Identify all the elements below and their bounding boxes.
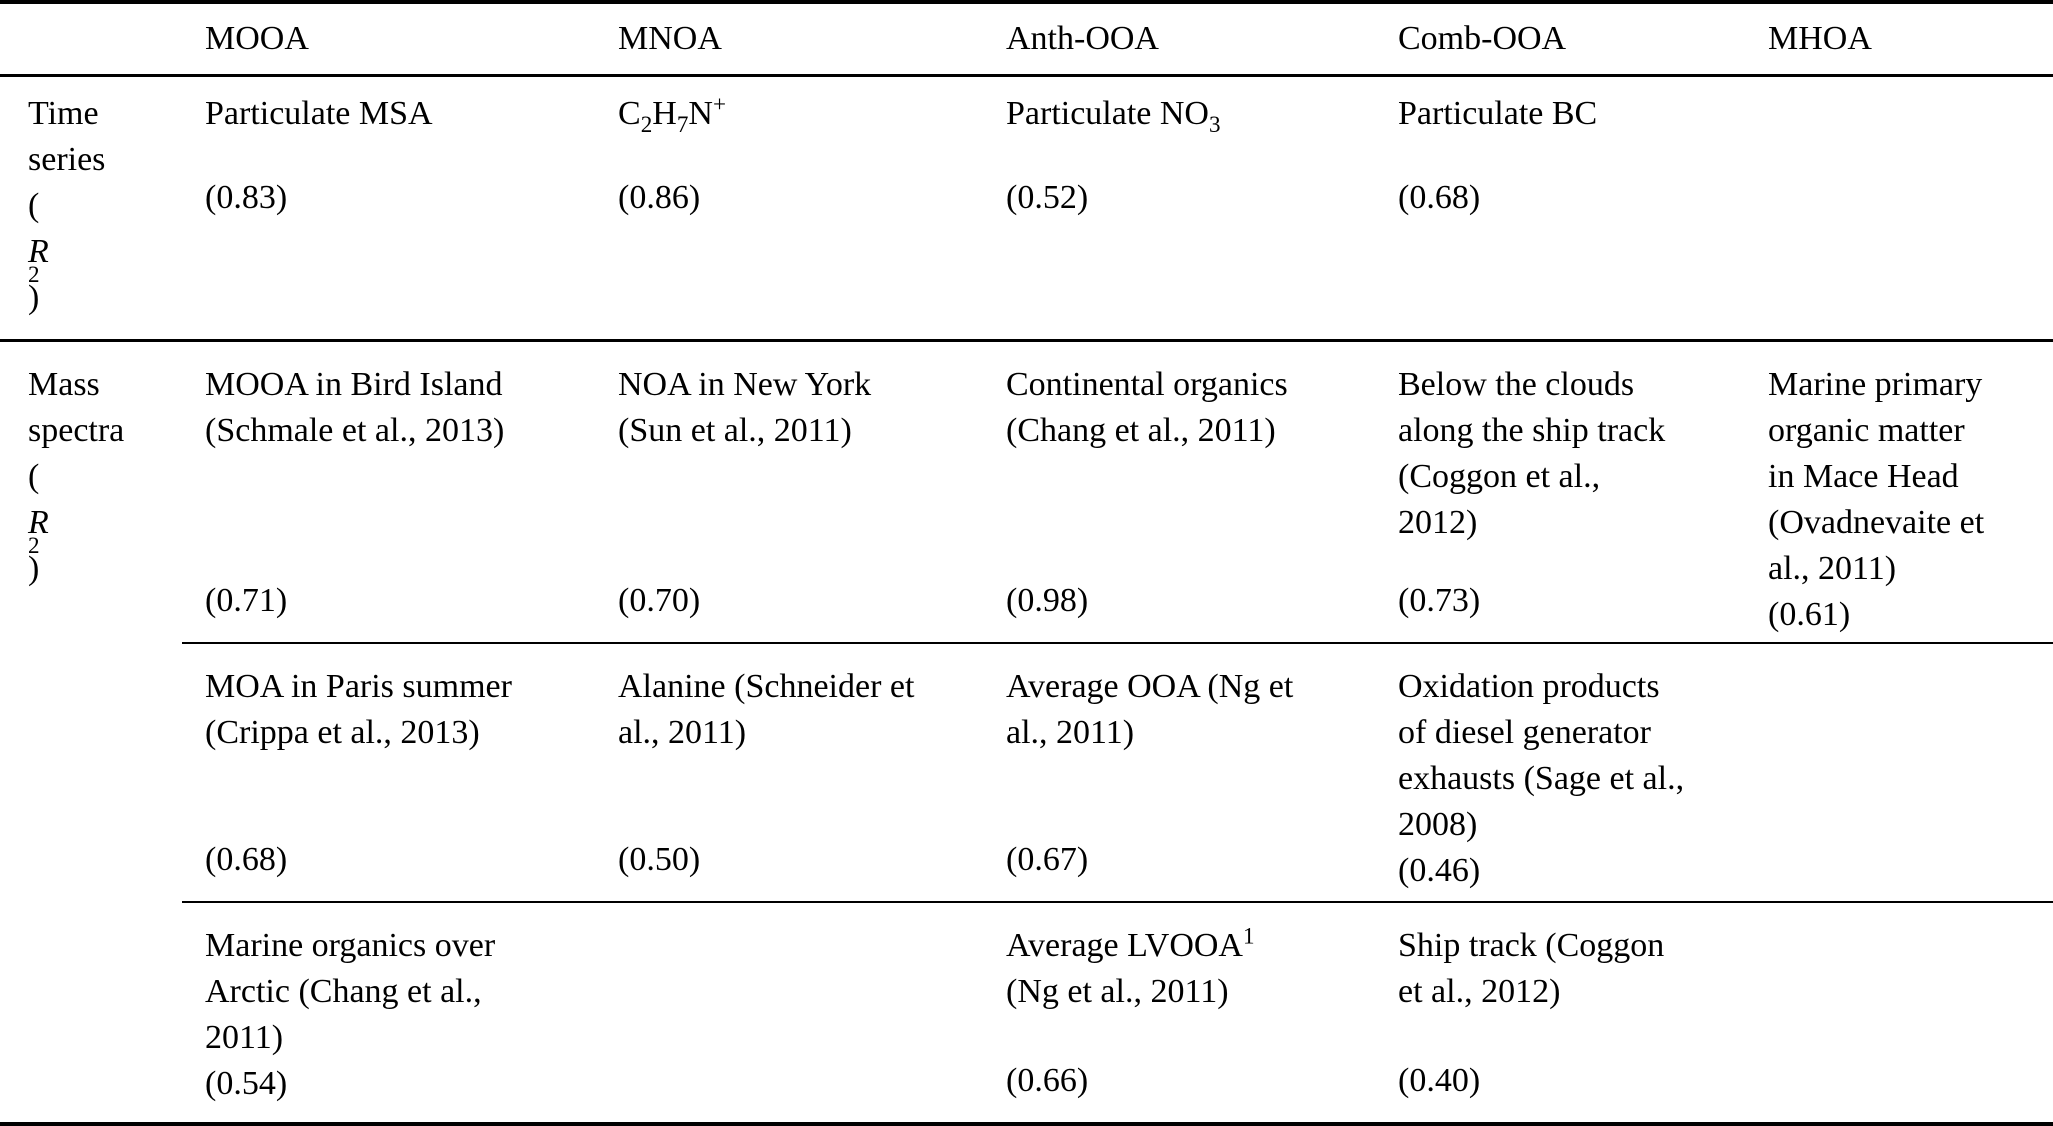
column-header-label: Anth-OOA	[1006, 20, 1159, 57]
cell-r2-value: (0.83)	[205, 179, 288, 216]
table-cell-ms2-anth-ooa: Average OOA (Ng et al., 2011) (0.67)	[983, 642, 1375, 902]
cell-r2-value: (0.71)	[205, 582, 288, 619]
table-cell-ms2-comb-ooa: Oxidation products of diesel generator e…	[1375, 642, 1745, 902]
cell-reference-name: MOA in Paris summer (Crippa et al., 2013…	[205, 668, 512, 751]
cell-r2-value: (0.50)	[618, 841, 701, 878]
table-cell-ms1-anth-ooa: Continental organics (Chang et al., 2011…	[983, 341, 1375, 644]
table-cell-ms3-mnoa	[595, 901, 983, 1124]
row-label-time-series: Time series (R 2)	[28, 95, 106, 316]
row-label-mass-spectra: Mass spectra (R 2)	[28, 366, 125, 587]
header-row: MOOA MNOA Anth-OOA Comb-OOA MHOA	[0, 2, 2053, 77]
cell-reference-name: Oxidation products of diesel generator e…	[1398, 668, 1685, 843]
cell-reference-name: Ship track (Coggon et al., 2012)	[1398, 927, 1665, 1010]
table-cell-ms3-anth-ooa: Average LVOOA1 (Ng et al., 2011) (0.66)	[983, 901, 1375, 1124]
table-cell-time-series-mhoa	[1745, 75, 2053, 342]
column-header-mnoa: MNOA	[595, 2, 983, 77]
table-cell-ms2-mnoa: Alanine (Schneider et al., 2011) (0.50)	[595, 642, 983, 902]
cell-r2-value: (0.68)	[205, 841, 288, 878]
table-cell-ms3-mooa: Marine organics over Arctic (Chang et al…	[182, 901, 595, 1124]
cell-tracer-name: Particulate NO3	[1006, 95, 1221, 138]
table-cell-time-series-mnoa: C2H7N+ (0.86)	[595, 75, 983, 342]
cell-tracer-name: Particulate MSA	[205, 95, 433, 132]
cell-r2-value: (0.98)	[1006, 582, 1089, 619]
column-header-comb-ooa: Comb-OOA	[1375, 2, 1745, 77]
cell-reference-name: Marine primary organic matter in Mace He…	[1768, 366, 1985, 587]
table-cell-time-series-anth-ooa: Particulate NO3 (0.52)	[983, 75, 1375, 342]
cell-reference-name: NOA in New York (Sun et al., 2011)	[618, 366, 872, 449]
table-cell-time-series-mooa: Particulate MSA (0.83)	[182, 75, 595, 342]
table-cell-ms3-comb-ooa: Ship track (Coggon et al., 2012) (0.40)	[1375, 901, 1745, 1124]
cell-tracer-name: C2H7N+	[618, 91, 726, 138]
column-header-label: Comb-OOA	[1398, 20, 1567, 57]
table-cell-ms1-comb-ooa: Below the clouds along the ship track (C…	[1375, 341, 1745, 644]
table-cell-ms2-mhoa	[1745, 642, 2053, 902]
column-header-label: MHOA	[1768, 20, 1872, 57]
cell-r2-value: (0.68)	[1398, 179, 1481, 216]
mass-spectra-row-1: Mass spectra (R 2) MOOA in Bird Island (S…	[0, 341, 2053, 644]
table-cell-ms2-mooa: MOA in Paris summer (Crippa et al., 2013…	[182, 642, 595, 902]
cell-r2-value: (0.73)	[1398, 582, 1481, 619]
cell-r2-value: (0.52)	[1006, 179, 1089, 216]
cell-r2-value: (0.54)	[205, 1065, 288, 1102]
mass-spectra-row-3: Marine organics over Arctic (Chang et al…	[0, 901, 2053, 1124]
cell-reference-name: Continental organics (Chang et al., 2011…	[1006, 366, 1288, 449]
cell-r2-value: (0.66)	[1006, 1062, 1089, 1099]
cell-reference-name: Below the clouds along the ship track (C…	[1398, 366, 1666, 541]
column-header-anth-ooa: Anth-OOA	[983, 2, 1375, 77]
cell-tracer-name: Particulate BC	[1398, 95, 1598, 132]
column-header-empty	[0, 2, 182, 77]
table-cell-ms3-mhoa	[1745, 901, 2053, 1124]
cell-reference-name: Marine organics over Arctic (Chang et al…	[205, 927, 496, 1056]
table-cell-ms1-mnoa: NOA in New York (Sun et al., 2011) (0.70…	[595, 341, 983, 644]
row-label-time-series-cell: Time series (R 2)	[0, 75, 182, 342]
cell-reference-name: Alanine (Schneider et al., 2011)	[618, 668, 915, 751]
table-cell-time-series-comb-ooa: Particulate BC (0.68)	[1375, 75, 1745, 342]
cell-r2-value: (0.70)	[618, 582, 701, 619]
mass-spectra-row-2: MOA in Paris summer (Crippa et al., 2013…	[0, 642, 2053, 902]
cell-r2-value: (0.46)	[1398, 852, 1481, 889]
cell-r2-value: (0.67)	[1006, 841, 1089, 878]
time-series-row: Time series (R 2) Particulate MSA (0.83) …	[0, 75, 2053, 342]
cell-reference-name: Average LVOOA1 (Ng et al., 2011)	[1006, 923, 1255, 1010]
cell-reference-name: Average OOA (Ng et al., 2011)	[1006, 668, 1294, 751]
row-label-mass-spectra-cell: Mass spectra (R 2)	[0, 341, 182, 1125]
table-cell-ms1-mooa: MOOA in Bird Island (Schmale et al., 201…	[182, 341, 595, 644]
cell-r2-value: (0.61)	[1768, 596, 1851, 633]
column-header-label: MNOA	[618, 20, 722, 57]
cell-r2-value: (0.40)	[1398, 1062, 1481, 1099]
column-header-label: MOOA	[205, 20, 309, 57]
cell-reference-name: MOOA in Bird Island (Schmale et al., 201…	[205, 366, 505, 449]
cell-r2-value: (0.86)	[618, 179, 701, 216]
column-header-mooa: MOOA	[182, 2, 595, 77]
column-header-mhoa: MHOA	[1745, 2, 2053, 77]
table-cell-ms1-mhoa: Marine primary organic matter in Mace He…	[1745, 341, 2053, 644]
